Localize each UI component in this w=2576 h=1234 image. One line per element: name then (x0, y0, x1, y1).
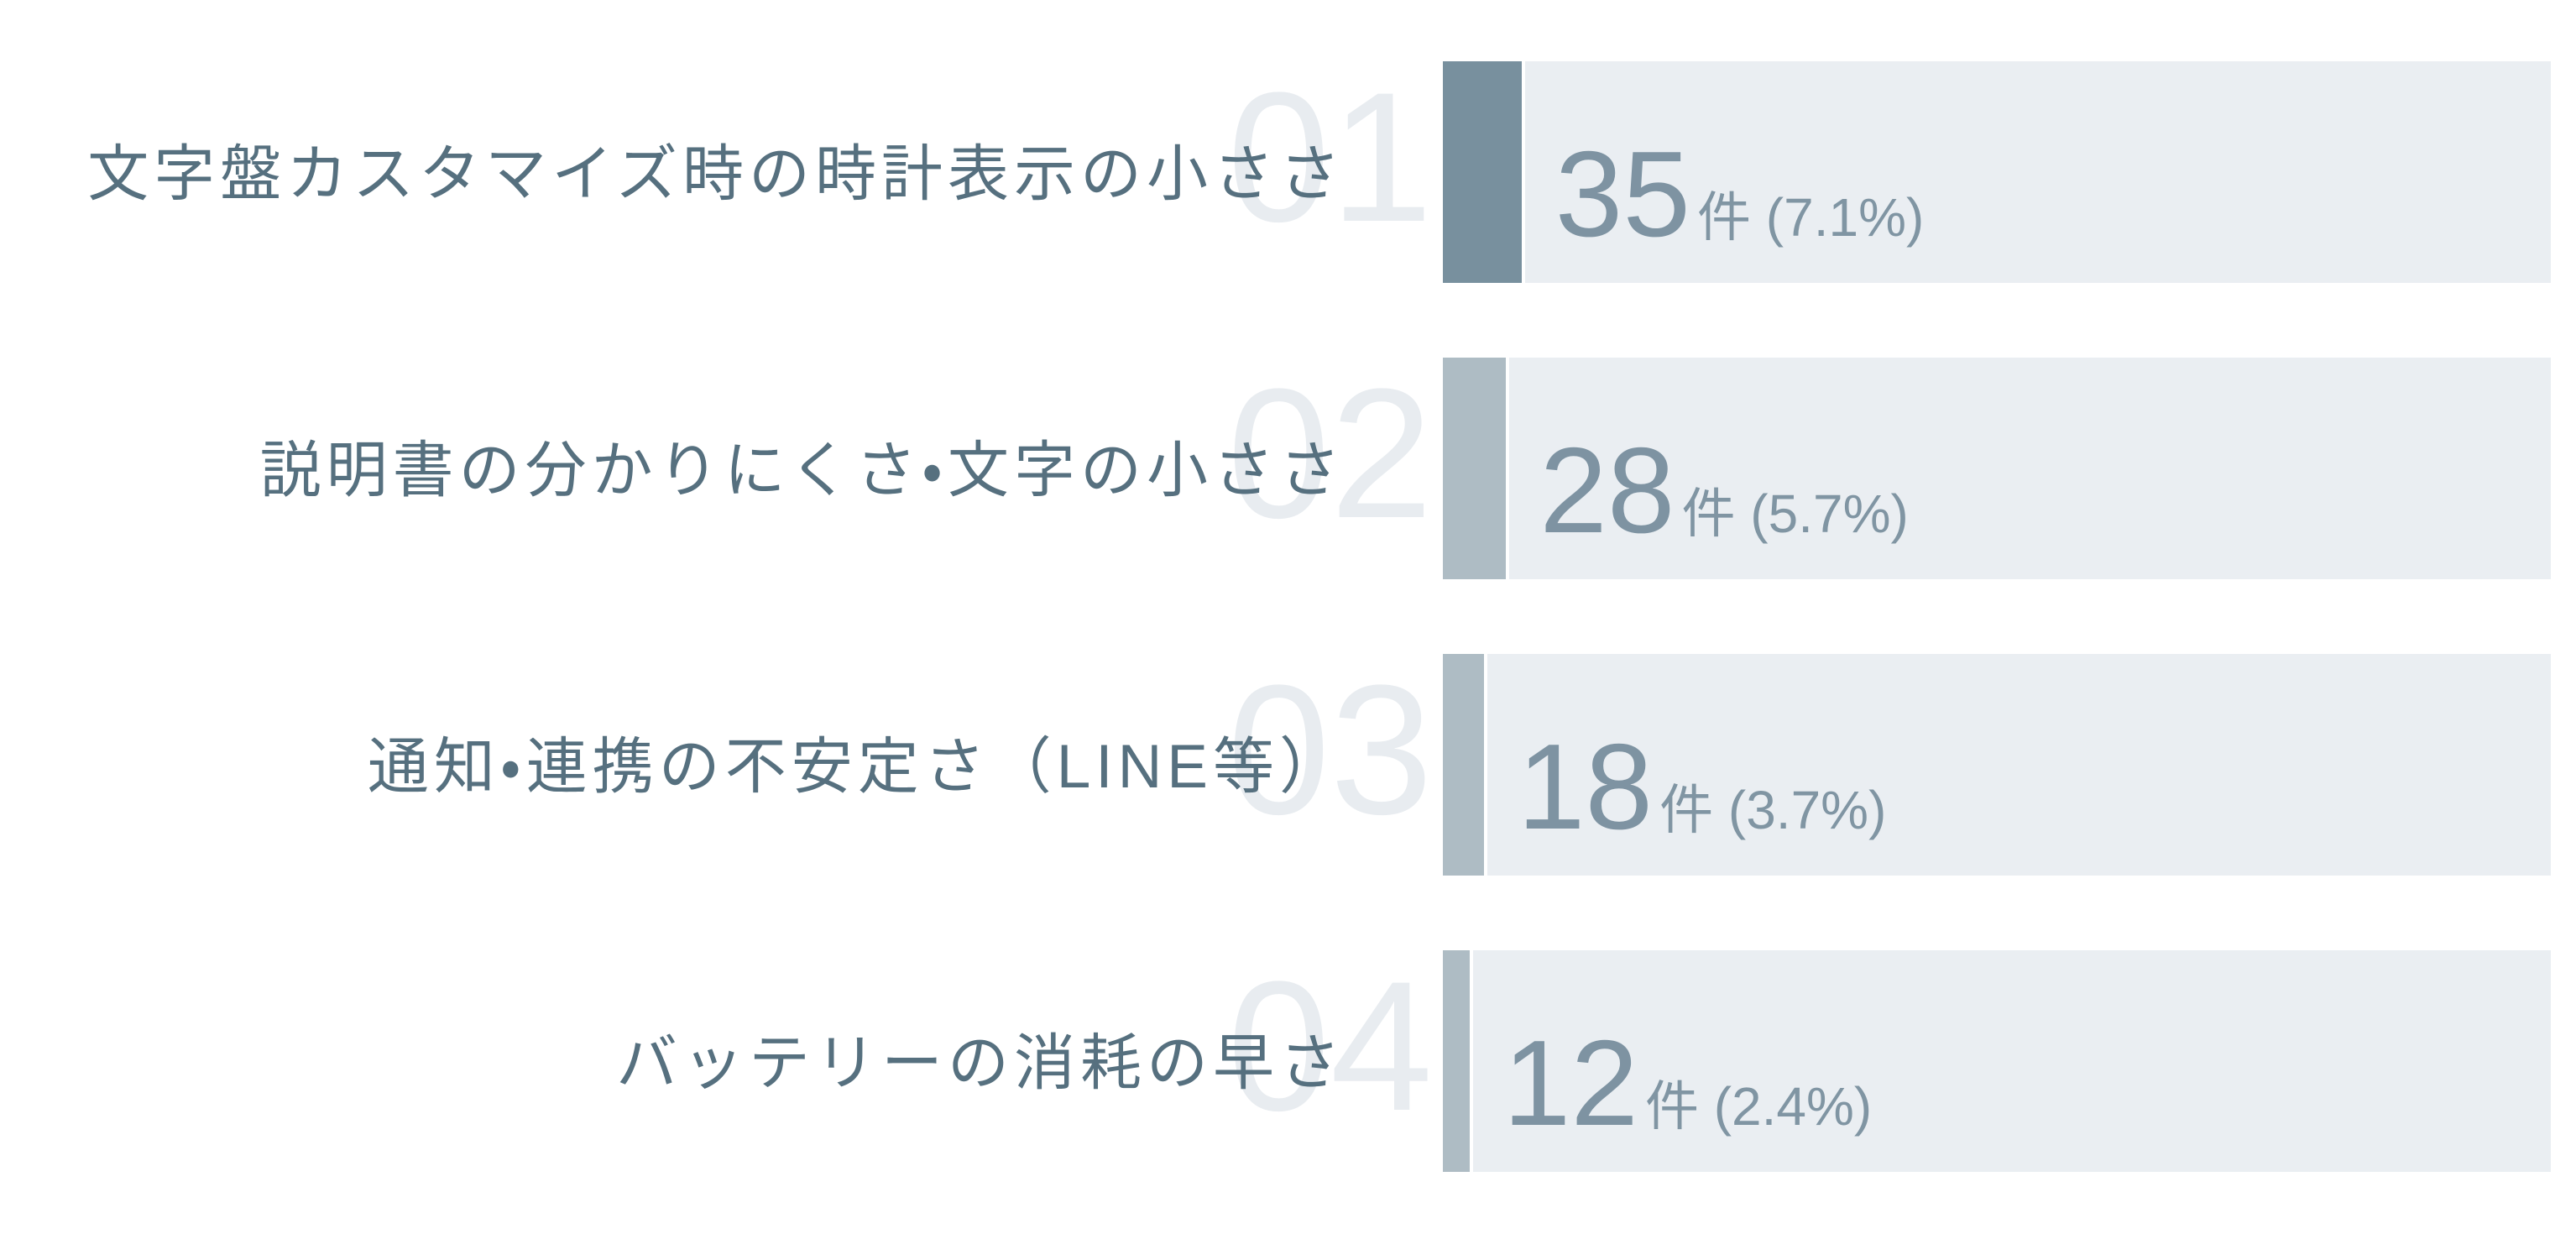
row-2-count-unit-pct: 件 (5.7%) (1681, 484, 1909, 544)
row-1-count-unit-pct: 件 (7.1%) (1697, 187, 1925, 248)
row-3-count-unit-pct: 件 (3.7%) (1659, 780, 1887, 840)
row-2-bar-fill (1443, 358, 1510, 579)
row-1-category-label: 文字盤カスタマイズ時の時計表示の小ささ (87, 140, 1345, 208)
chart-row-1: 01 文字盤カスタマイズ時の時計表示の小ささ 35 件 (7.1%) (0, 61, 2576, 283)
chart-row-3: 03 通知・連携の不安定さ（LINE等） 18 件 (3.7%) (0, 654, 2576, 876)
row-4-count: 12 (1502, 1015, 1638, 1151)
row-4-rank-watermark: 04 (1227, 943, 1433, 1149)
row-2-bar-track: 28 件 (5.7%) (1443, 358, 2551, 579)
row-4-value: 12 件 (2.4%) (1503, 1022, 1873, 1144)
row-4-label-area: 04 バッテリーの消耗の早さ (0, 950, 1443, 1172)
row-1-bar-fill (1443, 61, 1525, 283)
row-2-label-area: 02 説明書の分かりにくさ・文字の小ささ (0, 358, 1443, 579)
row-2-value: 28 件 (5.7%) (1539, 430, 1909, 552)
row-3-count: 18 (1517, 719, 1654, 855)
row-2-count: 28 (1539, 422, 1675, 558)
row-3-bar-track: 18 件 (3.7%) (1443, 654, 2551, 876)
row-1-bar-track: 35 件 (7.1%) (1443, 61, 2551, 283)
row-4-category-label: バッテリーの消耗の早さ (616, 1029, 1345, 1097)
chart-row-2: 02 説明書の分かりにくさ・文字の小ささ 28 件 (5.7%) (0, 358, 2576, 579)
row-3-value: 18 件 (3.7%) (1518, 726, 1887, 848)
row-3-bar-fill (1443, 654, 1487, 876)
row-4-bar-track: 12 件 (2.4%) (1443, 950, 2551, 1172)
row-3-rank-watermark: 03 (1227, 646, 1433, 853)
row-4-bar-fill (1443, 950, 1473, 1172)
row-1-rank-watermark: 01 (1227, 54, 1433, 260)
chart-row-4: 04 バッテリーの消耗の早さ 12 件 (2.4%) (0, 950, 2576, 1172)
row-3-category-label: 通知・連携の不安定さ（LINE等） (367, 733, 1345, 801)
row-2-rank-watermark: 02 (1227, 350, 1433, 557)
row-2-category-label: 説明書の分かりにくさ・文字の小ささ (259, 437, 1345, 505)
row-4-count-unit-pct: 件 (2.4%) (1644, 1076, 1873, 1137)
row-1-value: 35 件 (7.1%) (1555, 133, 1925, 255)
row-1-count: 35 (1554, 126, 1691, 262)
row-3-label-area: 03 通知・連携の不安定さ（LINE等） (0, 654, 1443, 876)
row-1-label-area: 01 文字盤カスタマイズ時の時計表示の小ささ (0, 61, 1443, 283)
